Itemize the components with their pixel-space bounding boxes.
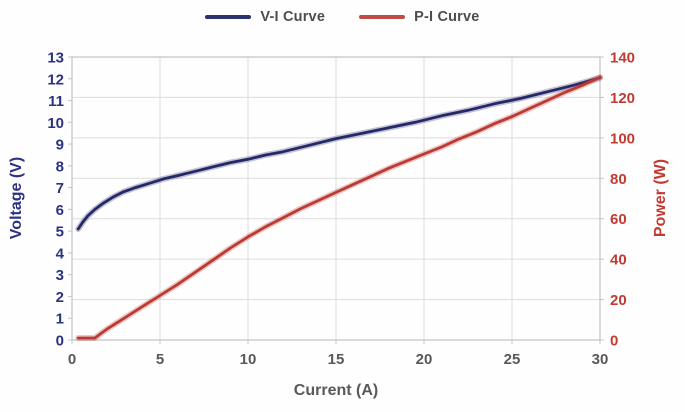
y-right-tick-label: 80 [610,171,627,188]
x-tick-label: 30 [592,351,609,368]
curve-p-i [76,75,602,340]
x-axis-title: Current (A) [293,382,379,399]
y-right-tick-label: 60 [610,211,627,228]
y-left-tick-label: 2 [56,289,64,306]
y-left-tick-label: 4 [56,245,65,262]
y-right-tick-label: 40 [610,252,627,269]
x-tick-label: 15 [328,351,345,368]
y-left-tick-label: 9 [56,137,64,154]
y-left-tick-label: 11 [48,93,64,110]
y-axis-right-title: Power (W) [652,158,669,238]
y-left-tick-label: 10 [47,115,64,132]
legend-line-swatch-v-i [205,15,252,19]
y-left-tick-label: 5 [56,224,64,241]
curve-halo-v-i [75,74,603,232]
y-axis-left-title: Voltage (V) [8,156,25,240]
x-tick-label: 0 [68,351,76,368]
y-right-tick-label: 0 [610,333,618,350]
legend-label-p-i: P-I Curve [414,9,480,25]
legend-item-v-i-curve: V-I Curve [205,9,325,25]
legend-item-p-i-curve: P-I Curve [359,9,479,25]
y-right-tick-label: 100 [610,130,635,147]
x-tick-label: 5 [156,351,164,368]
curve-v-i [76,76,602,231]
y-left-tick-label: 6 [56,202,64,219]
y-left-tick-label: 8 [56,158,64,175]
legend-line-swatch-p-i [359,15,406,19]
x-tick-label: 20 [416,351,433,368]
y-left-tick-label: 13 [47,50,64,67]
legend-label-v-i: V-I Curve [260,9,326,25]
y-left-tick-label: 3 [56,267,64,284]
y-right-tick-label: 140 [610,50,635,67]
y-left-tick-label: 1 [56,311,64,328]
y-right-tick-label: 120 [610,90,635,107]
y-left-tick-label: 0 [56,333,64,350]
y-left-tick-label: 12 [47,71,64,88]
y-left-tick-label: 7 [56,180,64,197]
y-right-tick-label: 20 [610,292,627,309]
chart-legend: V-I Curve P-I Curve [0,4,685,30]
x-tick-label: 25 [504,351,521,368]
x-tick-label: 10 [240,351,257,368]
